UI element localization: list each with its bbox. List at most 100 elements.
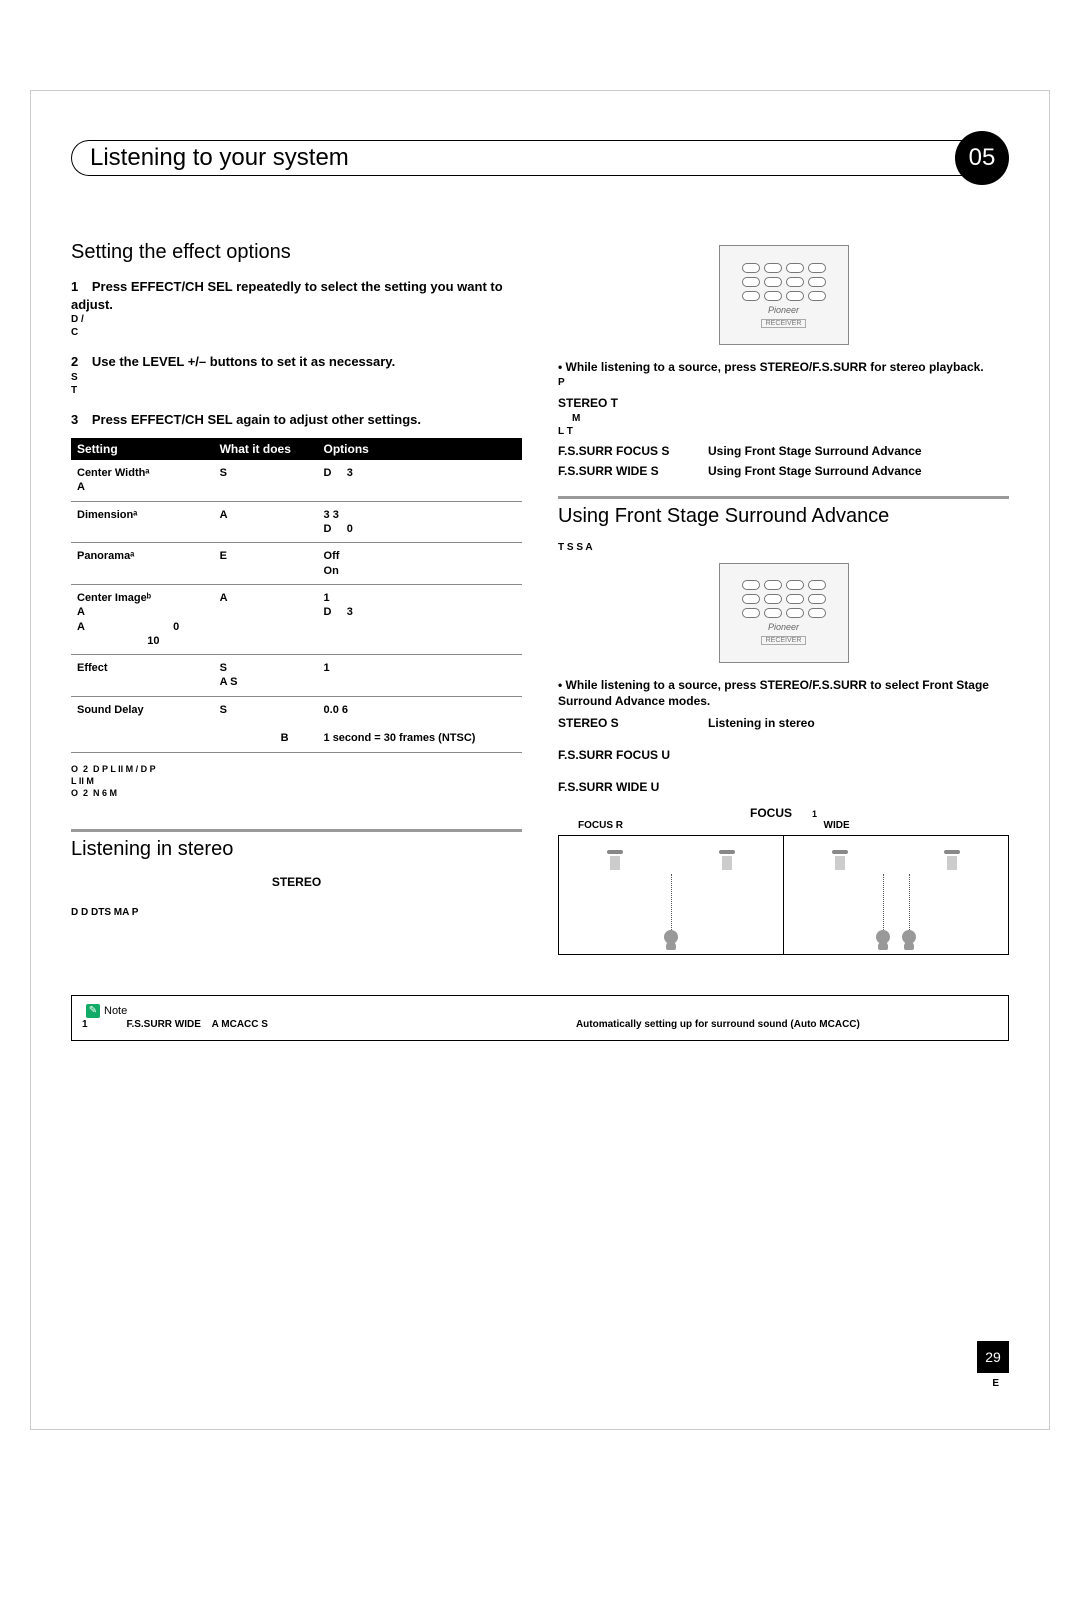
note-tag: ✎ Note bbox=[82, 1004, 131, 1019]
remote-illustration-1: Pioneer RECEIVER bbox=[719, 245, 849, 345]
cell: A A 0 10 bbox=[77, 606, 179, 647]
cell: E bbox=[214, 543, 318, 585]
cell: Center Widthᵃ bbox=[77, 467, 150, 479]
mode-desc: Listening in stereo bbox=[708, 716, 815, 730]
diagram-box bbox=[558, 835, 1009, 955]
mode-focus-u: F.S.SURR FOCUS U bbox=[558, 748, 698, 762]
mode-fssurr-focus: F.S.SURR FOCUS S bbox=[558, 444, 698, 458]
note-icon: ✎ bbox=[86, 1004, 100, 1018]
table-footnotes: O 2 D P L II M / D P L II M O 2 N 6 M bbox=[71, 763, 522, 799]
mode-wide-u: F.S.SURR WIDE U bbox=[558, 780, 698, 794]
table-row: Effect S A S 1 bbox=[71, 655, 522, 697]
table-row: Center Imageᵇ A A 0 10 A 1 D 3 bbox=[71, 584, 522, 654]
cell: Dimensionᵃ bbox=[71, 501, 214, 543]
step-2-number: 2 bbox=[71, 354, 78, 369]
step-1-text: Press EFFECT/CH SEL repeatedly to select… bbox=[71, 279, 503, 312]
cell: Effect bbox=[71, 655, 214, 697]
effect-options-table: Setting What it does Options Center Widt… bbox=[71, 438, 522, 752]
remote-illustration-2: Pioneer RECEIVER bbox=[719, 563, 849, 663]
table-row: Center Widthᵃ A S D 3 bbox=[71, 460, 522, 501]
section-fss-advance-title: Using Front Stage Surround Advance bbox=[558, 496, 1009, 528]
step-1-number: 1 bbox=[71, 279, 78, 294]
cell: 3 3 D 0 bbox=[318, 501, 522, 543]
speaker-icon bbox=[831, 850, 849, 872]
page-number-badge: 29 bbox=[977, 1341, 1009, 1373]
cell: 0.0 6 1 second = 30 frames (NTSC) bbox=[318, 696, 522, 752]
receiver-icon: RECEIVER bbox=[761, 636, 807, 645]
cell: Center Imageᵇ bbox=[77, 592, 151, 604]
cell: 1 bbox=[318, 655, 522, 697]
listener-icon bbox=[664, 930, 678, 944]
th-setting: Setting bbox=[71, 438, 214, 460]
mode-list-1: STEREO T M L T F.S.SURR FOCUS S Using Fr… bbox=[558, 395, 1009, 478]
section-effect-options-title: Setting the effect options bbox=[71, 241, 522, 264]
speaker-diagram: FOCUS 1 FOCUS R WIDE bbox=[558, 806, 1009, 955]
left-column: Setting the effect options 1 Press EFFEC… bbox=[71, 235, 522, 955]
table-row: Panoramaᵃ E Off On bbox=[71, 543, 522, 585]
note-box: ✎ Note 1 F.S.SURR WIDE A MCACC S Automat… bbox=[71, 995, 1009, 1041]
diagram-wide-half bbox=[784, 836, 1008, 954]
step-2-text: Use the LEVEL +/– buttons to set it as n… bbox=[92, 354, 395, 369]
right-column: Pioneer RECEIVER • While listening to a … bbox=[558, 235, 1009, 955]
step-1-body-2: C bbox=[71, 326, 522, 339]
cell: A bbox=[214, 584, 318, 654]
note-text: 1 F.S.SURR WIDE A MCACC S Automatically … bbox=[82, 1018, 998, 1032]
step-3-number: 3 bbox=[71, 412, 78, 427]
chapter-title-bar: Listening to your system bbox=[71, 140, 965, 176]
th-options: Options bbox=[318, 438, 522, 460]
cell: A bbox=[77, 481, 85, 493]
page-frame: Listening to your system 05 Setting the … bbox=[30, 90, 1050, 1430]
speaker-icon bbox=[718, 850, 736, 872]
listener-icon bbox=[902, 930, 916, 944]
step-2-body-1: S bbox=[71, 371, 522, 384]
bullet-body: P bbox=[558, 376, 1009, 389]
two-column-layout: Setting the effect options 1 Press EFFEC… bbox=[71, 235, 1009, 955]
diagram-wide-label: WIDE bbox=[764, 820, 1010, 831]
step-3-text: Press EFFECT/CH SEL again to adjust othe… bbox=[92, 412, 421, 427]
cell: Sound Delay bbox=[71, 696, 214, 752]
mode-desc: Using Front Stage Surround Advance bbox=[708, 444, 922, 458]
cell: 1 D 3 bbox=[318, 584, 522, 654]
stereo-label: STEREO bbox=[71, 875, 522, 889]
table-row: Dimensionᵃ A 3 3 D 0 bbox=[71, 501, 522, 543]
th-what: What it does bbox=[214, 438, 318, 460]
chapter-title: Listening to your system bbox=[90, 144, 349, 172]
speaker-icon bbox=[606, 850, 624, 872]
cell: A bbox=[214, 501, 318, 543]
bullet-text: While listening to a source, press STERE… bbox=[558, 678, 989, 709]
section-listening-stereo-title: Listening in stereo bbox=[71, 829, 522, 861]
diagram-focus-half bbox=[559, 836, 784, 954]
mode-desc: Using Front Stage Surround Advance bbox=[708, 464, 922, 478]
bullet-text: While listening to a source, press STERE… bbox=[566, 360, 984, 374]
brand-icon: Pioneer bbox=[768, 622, 799, 632]
mode-fssurr-wide: F.S.SURR WIDE S bbox=[558, 464, 698, 478]
dts-label: D D DTS MA P bbox=[71, 907, 522, 918]
diagram-title: FOCUS bbox=[750, 806, 792, 820]
cell: S B bbox=[214, 696, 318, 752]
step-2: 2 Use the LEVEL +/– buttons to set it as… bbox=[71, 353, 522, 371]
note-label: Note bbox=[104, 1004, 127, 1019]
cell: D 3 bbox=[318, 460, 522, 501]
cell: Panoramaᵃ bbox=[71, 543, 214, 585]
mode-sub: M bbox=[558, 412, 1009, 425]
mode-list-2: STEREO S Listening in stereo F.S.SURR FO… bbox=[558, 716, 1009, 794]
step-1-body-1: D / bbox=[71, 313, 522, 326]
step-2-body-2: T bbox=[71, 384, 522, 397]
brand-icon: Pioneer bbox=[768, 305, 799, 315]
tssa-label: T S S A bbox=[558, 542, 1009, 553]
mode-stereo: STEREO T bbox=[558, 396, 618, 410]
page-number-sub: E bbox=[992, 1378, 999, 1389]
mode-stereo-2: STEREO S bbox=[558, 716, 698, 730]
step-1: 1 Press EFFECT/CH SEL repeatedly to sele… bbox=[71, 278, 522, 313]
cell: S bbox=[214, 460, 318, 501]
cell: Off On bbox=[318, 543, 522, 585]
diagram-sup: 1 bbox=[812, 809, 817, 819]
table-row: Sound Delay S B 0.0 6 1 second = 30 fram… bbox=[71, 696, 522, 752]
diagram-focus-label: FOCUS R bbox=[558, 820, 764, 831]
step-3: 3 Press EFFECT/CH SEL again to adjust ot… bbox=[71, 411, 522, 429]
cell: S A S bbox=[214, 655, 318, 697]
table-body: Center Widthᵃ A S D 3 Dimensionᵃ A 3 3 D … bbox=[71, 460, 522, 752]
bullet-stereo-playback: • While listening to a source, press STE… bbox=[558, 359, 1009, 376]
chapter-header: Listening to your system 05 bbox=[71, 131, 1009, 185]
receiver-icon: RECEIVER bbox=[761, 319, 807, 328]
